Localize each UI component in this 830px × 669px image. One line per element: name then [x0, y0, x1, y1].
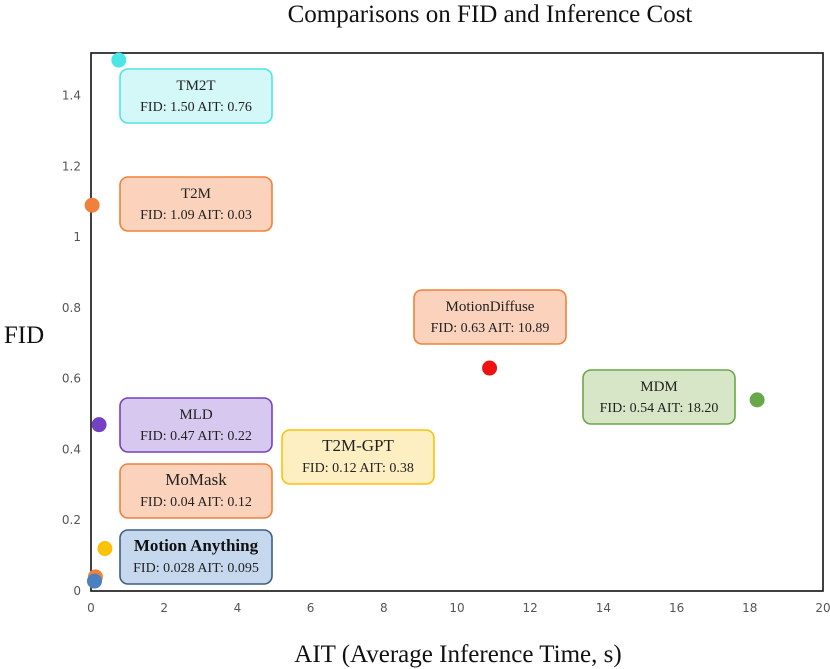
annotation-box [582, 369, 736, 425]
annotation-value: FID: 0.54 AIT: 18.20 [600, 401, 719, 416]
annotation-value: FID: 1.50 AIT: 0.76 [140, 100, 252, 115]
annotation-box [119, 176, 273, 232]
x-tick-label: 8 [380, 601, 388, 615]
point-t2m-gpt [97, 541, 113, 557]
annotation-name: MotionDiffuse [446, 299, 535, 315]
y-tick-label: 0.2 [62, 513, 81, 527]
annotation-tm2t: TM2T FID: 1.50 AIT: 0.76 [119, 68, 273, 124]
annotation-motion-anything: Motion Anything FID: 0.028 AIT: 0.095 [119, 529, 273, 585]
annotation-name: TM2T [176, 78, 215, 94]
annotation-value: FID: 0.47 AIT: 0.22 [140, 429, 252, 444]
y-tick-label: 1 [73, 230, 81, 244]
x-tick-label: 4 [234, 601, 242, 615]
annotation-name: MLD [179, 407, 213, 423]
annotation-value: FID: 0.028 AIT: 0.095 [133, 561, 259, 576]
annotation-name: MDM [640, 379, 678, 395]
annotation-box [119, 397, 273, 453]
annotation-name: Motion Anything [134, 536, 259, 555]
x-tick-label: 2 [160, 601, 168, 615]
annotation-motiondiffuse: MotionDiffuse FID: 0.63 AIT: 10.89 [413, 289, 567, 345]
annotation-t2m: T2M FID: 1.09 AIT: 0.03 [119, 176, 273, 232]
annotation-value: FID: 0.63 AIT: 10.89 [431, 321, 550, 336]
x-tick-label: 6 [307, 601, 315, 615]
annotation-mdm: MDM FID: 0.54 AIT: 18.20 [582, 369, 736, 425]
annotation-box [119, 529, 273, 585]
y-tick-label: 1.4 [62, 88, 81, 102]
x-tick-label: 18 [742, 601, 757, 615]
annotation-value: FID: 0.04 AIT: 0.12 [140, 495, 252, 510]
x-tick-label: 16 [669, 601, 684, 615]
annotation-group: TM2T FID: 1.50 AIT: 0.76 T2M FID: 1.09 AIT:… [119, 68, 736, 585]
x-tick-label: 12 [523, 601, 538, 615]
y-tick-label: 0.6 [62, 372, 81, 386]
point-motiondiffuse [482, 360, 498, 376]
annotation-mld: MLD FID: 0.47 AIT: 0.22 [119, 397, 273, 453]
y-tick-label: 1.2 [62, 159, 81, 173]
annotation-momask: MoMask FID: 0.04 AIT: 0.12 [119, 463, 273, 519]
plot-frame [90, 52, 824, 592]
y-tick-group: 0 0.2 0.4 0.6 0.8 1 1.2 1.4 [62, 88, 81, 598]
annotation-t2m-gpt: T2M-GPT FID: 0.12 AIT: 0.38 [281, 429, 435, 485]
annotation-box [119, 68, 273, 124]
annotation-value: FID: 0.12 AIT: 0.38 [302, 461, 414, 476]
annotation-name: T2M [181, 186, 211, 202]
point-tm2t [111, 52, 127, 68]
annotation-value: FID: 1.09 AIT: 0.03 [140, 208, 252, 223]
point-mld [91, 417, 107, 433]
point-group [84, 52, 765, 589]
x-axis-label: AIT (Average Inference Time, s) [294, 641, 621, 668]
x-tick-label: 14 [596, 601, 611, 615]
point-mdm [749, 392, 765, 408]
y-tick-label: 0.8 [62, 301, 81, 315]
annotation-box [413, 289, 567, 345]
x-tick-group: 0 2 4 6 8 10 12 14 16 18 20 [87, 601, 830, 615]
annotation-name: MoMask [165, 470, 227, 489]
x-tick-label: 0 [87, 601, 95, 615]
point-motion-anything [86, 573, 102, 589]
y-tick-label: 0.4 [62, 442, 81, 456]
point-t2m [84, 197, 100, 213]
annotation-name: T2M-GPT [322, 436, 394, 455]
chart-title: Comparisons on FID and Inference Cost [288, 1, 693, 28]
y-axis-label: FID [4, 322, 44, 349]
annotation-box [119, 463, 273, 519]
x-tick-label: 10 [449, 601, 464, 615]
x-tick-label: 20 [815, 601, 830, 615]
y-tick-label: 0 [73, 584, 81, 598]
annotation-box [281, 429, 435, 485]
